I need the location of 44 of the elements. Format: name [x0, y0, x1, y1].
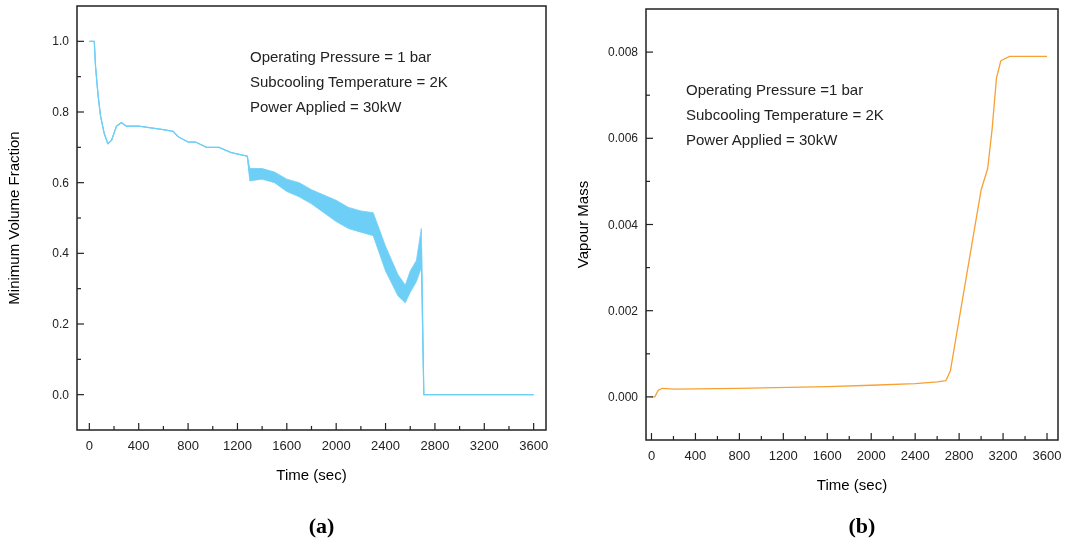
x-tick-label: 1200 [222, 438, 252, 453]
x-tick-label: 2000 [856, 448, 886, 463]
x-axis-title: Time (sec) [276, 466, 347, 483]
x-axis-title: Time (sec) [816, 476, 888, 493]
y-tick-label: 0.6 [52, 175, 70, 190]
y-tick-label: 0.2 [52, 317, 70, 331]
x-tick-label: 1200 [768, 448, 798, 463]
x-tick-label: 0 [647, 448, 656, 463]
annotation: Subcooling Temperature = 2K [686, 106, 884, 123]
x-tick-label: 0 [85, 438, 93, 453]
text: (b) [848, 513, 876, 538]
y-tick-label: 0.008 [607, 45, 639, 60]
line-series [650, 55, 1048, 398]
y-axis-title: Minimum Volume Fraction [5, 131, 22, 305]
x-tick-label: 400 [684, 448, 707, 463]
annotation: Subcooling Temperature = 2K [250, 73, 448, 90]
x-tick-label: 3600 [519, 438, 549, 453]
annotation: Operating Pressure =1 bar [686, 81, 864, 98]
y-tick-label: 0.002 [607, 303, 639, 318]
annotation: Operating Pressure = 1 bar [250, 48, 432, 65]
y-tick-label: 0.4 [52, 246, 70, 261]
y-tick-label: 0.000 [607, 389, 639, 404]
x-tick-label: 1600 [272, 438, 302, 453]
annotation: Power Applied = 30kW [250, 98, 403, 115]
x-tick-label: 3600 [1032, 448, 1062, 463]
x-tick-label: 2800 [944, 448, 974, 463]
x-tick-label: 2400 [900, 448, 930, 463]
x-tick-label: 400 [127, 438, 150, 453]
x-tick-label: 2800 [420, 438, 450, 453]
y-tick-label: 0.006 [607, 131, 639, 146]
x-tick-label: 2000 [321, 438, 351, 453]
x-tick-label: 800 [728, 448, 751, 463]
x-tick-label: 1600 [812, 448, 842, 463]
annotation: Power Applied = 30kW [686, 131, 839, 148]
y-tick-label: 0.0 [52, 387, 70, 402]
x-tick-label: 800 [177, 438, 199, 453]
x-tick-label: 3200 [469, 438, 499, 453]
x-tick-label: 2400 [371, 438, 401, 453]
y-axis-title: Vapour Mass [574, 180, 591, 269]
text: (a) [308, 513, 335, 538]
x-tick-label: 3200 [988, 448, 1018, 463]
y-tick-label: 1.0 [52, 34, 70, 49]
y-tick-label: 0.8 [52, 105, 70, 119]
y-tick-label: 0.004 [607, 217, 639, 232]
